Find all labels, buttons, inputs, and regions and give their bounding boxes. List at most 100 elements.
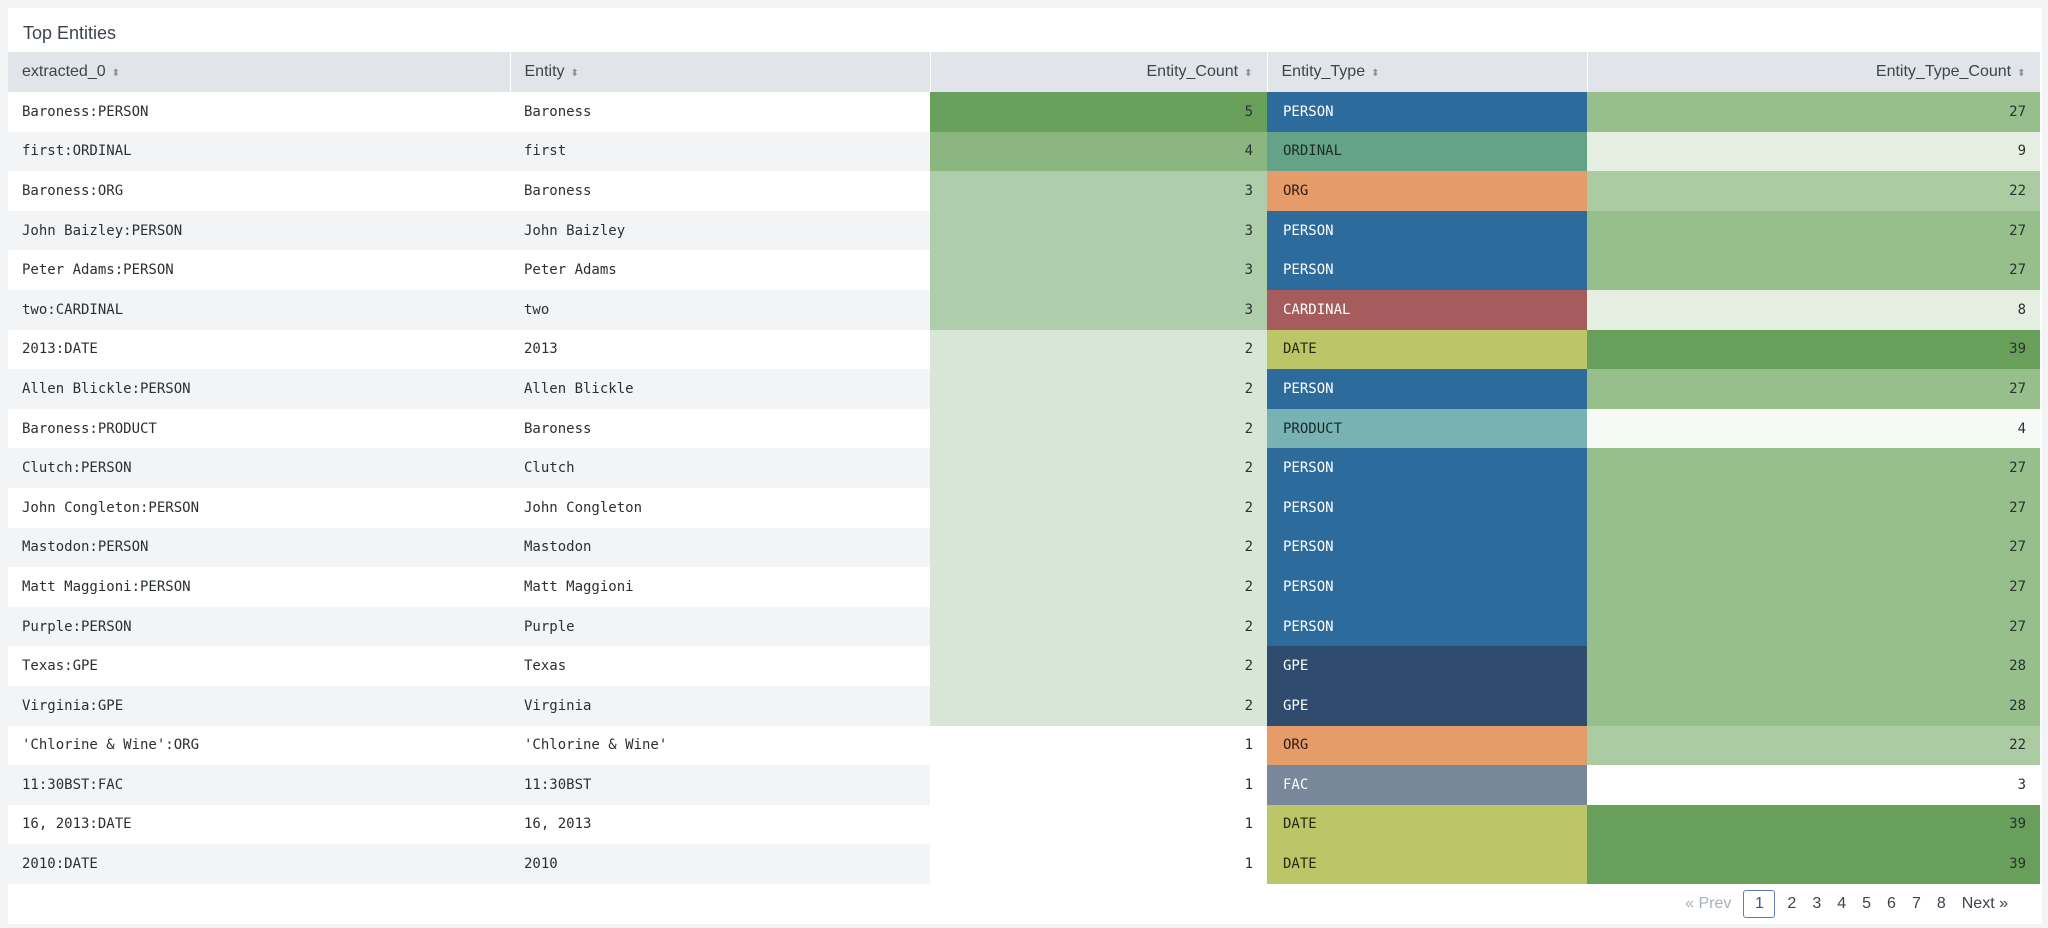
cell-entity-count: 2 [930,408,1267,449]
cell-extracted: two:CARDINAL [8,289,510,330]
cell-entity-count: 1 [930,765,1267,805]
page-link-8[interactable]: 8 [1936,895,1946,912]
table-row[interactable]: 2013:DATE 2013 2 DATE 39 [8,329,2040,370]
column-header-entity-type[interactable]: Entity_Type ⬍ [1267,52,1588,92]
cell-entity-type-count: 27 [1587,448,2040,488]
cell-entity-type: PERSON [1267,250,1587,290]
cell-entity-count: 3 [930,210,1267,251]
cell-entity-count: 2 [930,448,1267,488]
table-row[interactable]: first:ORDINAL first 4 ORDINAL 9 [8,131,2040,172]
table-row[interactable]: Clutch:PERSON Clutch 2 PERSON 27 [8,448,2040,488]
cell-entity-type-count: 39 [1587,329,2040,370]
cell-entity: 11:30BST [510,765,930,805]
page-link-3[interactable]: 3 [1812,895,1822,912]
cell-entity-type: PERSON [1267,210,1587,251]
cell-entity: Baroness [510,408,930,449]
page-link-5[interactable]: 5 [1862,895,1872,912]
page-link-1[interactable]: 1 [1743,890,1776,918]
cell-entity: Texas [510,646,930,686]
cell-extracted: 2013:DATE [8,329,510,370]
cell-entity-type-count: 27 [1587,487,2040,528]
top-entities-panel: Top Entities extracted_0 ⬍ Entity ⬍ Entity… [8,8,2042,924]
table-row[interactable]: Allen Blickle:PERSON Allen Blickle 2 PERSON… [8,369,2040,409]
cell-extracted: John Congleton:PERSON [8,487,510,528]
cell-entity-type-count: 3 [1587,765,2040,805]
cell-entity-type-count: 9 [1587,131,2040,172]
cell-extracted: Baroness:ORG [8,171,510,211]
cell-entity-count: 2 [930,369,1267,409]
cell-entity-count: 3 [930,289,1267,330]
cell-entity-type-count: 27 [1587,369,2040,409]
column-header-entity-count[interactable]: Entity_Count ⬍ [930,52,1268,92]
table-row[interactable]: Baroness:PRODUCT Baroness 2 PRODUCT 4 [8,408,2040,449]
table-row[interactable]: Mastodon:PERSON Mastodon 2 PERSON 27 [8,527,2040,568]
column-header-entity[interactable]: Entity ⬍ [510,52,931,92]
table-row[interactable]: 'Chlorine & Wine':ORG 'Chlorine & Wine' 1 O… [8,725,2040,766]
cell-entity-count: 3 [930,171,1267,211]
cell-extracted: 2010:DATE [8,844,510,884]
entities-table: extracted_0 ⬍ Entity ⬍ Entity_Count ⬍ Entit… [8,52,2041,884]
table-row[interactable]: 16, 2013:DATE 16, 2013 1 DATE 39 [8,804,2040,845]
cell-extracted: 16, 2013:DATE [8,804,510,845]
cell-entity-type: PERSON [1267,92,1587,132]
cell-entity: 2013 [510,329,930,370]
table-row[interactable]: Matt Maggioni:PERSON Matt Maggioni 2 PERSON… [8,567,2040,607]
table-row[interactable]: two:CARDINAL two 3 CARDINAL 8 [8,289,2040,330]
page-link-4[interactable]: 4 [1837,895,1847,912]
table-row[interactable]: John Baizley:PERSON John Baizley 3 PERSON 27 [8,210,2040,251]
cell-entity-count: 2 [930,685,1267,726]
cell-entity: Allen Blickle [510,369,930,409]
cell-entity: Matt Maggioni [510,567,930,607]
cell-entity-type-count: 27 [1587,250,2040,290]
cell-extracted: Purple:PERSON [8,606,510,647]
cell-entity-type: ORG [1267,171,1587,211]
cell-entity: John Congleton [510,487,930,528]
cell-entity-type: FAC [1267,765,1587,805]
cell-extracted: 'Chlorine & Wine':ORG [8,725,510,766]
cell-entity-type-count: 39 [1587,804,2040,845]
page-link-7[interactable]: 7 [1911,895,1921,912]
cell-entity: Purple [510,606,930,647]
table-row[interactable]: Baroness:ORG Baroness 3 ORG 22 [8,171,2040,211]
table-row[interactable]: Virginia:GPE Virginia 2 GPE 28 [8,685,2040,726]
cell-entity-type-count: 27 [1587,567,2040,607]
cell-entity-type-count: 22 [1587,171,2040,211]
cell-entity-count: 1 [930,804,1267,845]
column-header-extracted[interactable]: extracted_0 ⬍ [8,52,511,92]
table-body: Baroness:PERSON Baroness 5 PERSON 27 first:OR… [8,92,2040,884]
cell-entity-count: 2 [930,606,1267,647]
cell-entity-count: 2 [930,527,1267,568]
table-row[interactable]: Peter Adams:PERSON Peter Adams 3 PERSON 27 [8,250,2040,290]
table-row[interactable]: Texas:GPE Texas 2 GPE 28 [8,646,2040,686]
cell-extracted: 11:30BST:FAC [8,765,510,805]
cell-entity: first [510,131,930,172]
cell-entity-count: 4 [930,131,1267,172]
cell-entity: Clutch [510,448,930,488]
cell-entity: two [510,289,930,330]
cell-extracted: Matt Maggioni:PERSON [8,567,510,607]
cell-extracted: Baroness:PRODUCT [8,408,510,449]
table-row[interactable]: 2010:DATE 2010 1 DATE 39 [8,844,2040,884]
cell-entity-type-count: 28 [1587,685,2040,726]
cell-entity-count: 2 [930,646,1267,686]
cell-extracted: Virginia:GPE [8,685,510,726]
table-row[interactable]: 11:30BST:FAC 11:30BST 1 FAC 3 [8,765,2040,805]
table-row[interactable]: John Congleton:PERSON John Congleton 2 PERS… [8,487,2040,528]
cell-entity-type: PERSON [1267,448,1587,488]
cell-entity-type: PERSON [1267,527,1587,568]
sort-arrows-icon: ⬍ [111,68,120,79]
sort-arrows-icon: ⬍ [1244,68,1253,79]
cell-extracted: Mastodon:PERSON [8,527,510,568]
cell-extracted: Texas:GPE [8,646,510,686]
cell-entity: 'Chlorine & Wine' [510,725,930,766]
cell-entity-type: DATE [1267,804,1587,845]
cell-entity-type: ORG [1267,725,1587,766]
column-header-entity-type-count[interactable]: Entity_Type_Count ⬍ [1587,52,2041,92]
table-row[interactable]: Baroness:PERSON Baroness 5 PERSON 27 [8,92,2040,132]
next-page-link[interactable]: Next » [1961,895,2008,912]
page-link-2[interactable]: 2 [1787,895,1797,912]
cell-entity-count: 2 [930,567,1267,607]
page-link-6[interactable]: 6 [1887,895,1896,912]
table-row[interactable]: Purple:PERSON Purple 2 PERSON 27 [8,606,2040,647]
